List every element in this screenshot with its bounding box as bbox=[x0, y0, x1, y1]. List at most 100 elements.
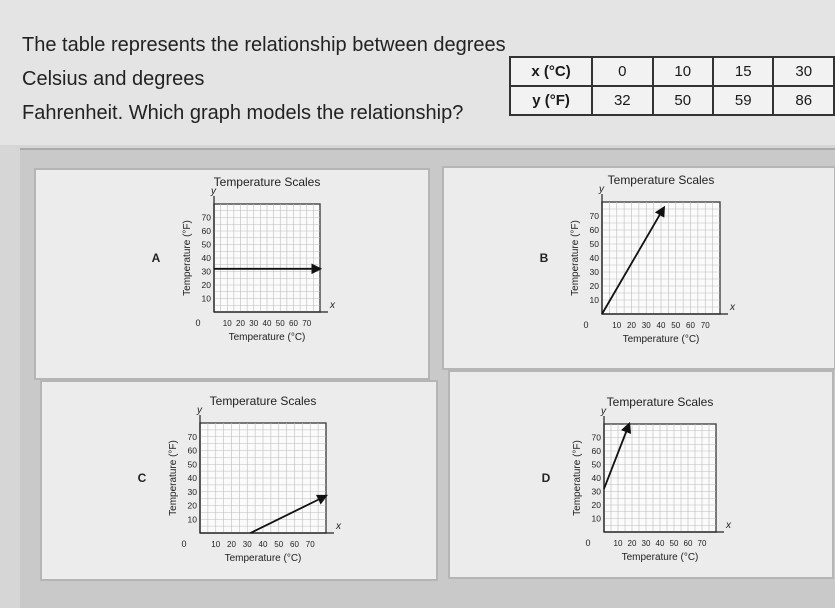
x-tick-label: 20 bbox=[627, 321, 636, 330]
x-tick-label: 10 bbox=[223, 319, 232, 328]
y-tick-label: 60 bbox=[592, 446, 602, 456]
y-tick-label: 70 bbox=[592, 433, 602, 443]
x-axis-label: Temperature (°C) bbox=[623, 334, 700, 345]
x-tick-label: 20 bbox=[227, 540, 236, 549]
chart-title: Temperature Scales bbox=[210, 394, 317, 408]
x-tick-label: 40 bbox=[259, 540, 268, 549]
x-tick-label: 70 bbox=[698, 539, 707, 548]
y-tick-label: 10 bbox=[202, 294, 212, 304]
series-line bbox=[250, 494, 328, 534]
y-tick-label: 50 bbox=[590, 239, 600, 249]
y-axis-label: Temperature (°F) bbox=[182, 220, 193, 296]
y-tick-label: 60 bbox=[188, 446, 198, 456]
x-tick-label: 50 bbox=[670, 539, 679, 548]
table-header-y: y (°F) bbox=[508, 85, 594, 116]
series-line bbox=[601, 205, 666, 315]
x-tick-label: 20 bbox=[628, 539, 637, 548]
table-cell: 0 bbox=[591, 56, 654, 87]
y-axis-variable: y bbox=[210, 186, 217, 197]
y-tick-label: 60 bbox=[590, 225, 600, 235]
answer-option-d[interactable]: x y Temperature Scales 10 20 30 40 50 60 70 10 20 30… bbox=[448, 370, 834, 579]
y-tick-label: 30 bbox=[592, 487, 602, 497]
y-tick-label: 20 bbox=[592, 500, 602, 510]
y-tick-label: 70 bbox=[202, 213, 212, 223]
x-tick-label: 60 bbox=[684, 539, 693, 548]
question-line-1: The table represents the relationship be… bbox=[22, 34, 506, 90]
x-axis-variable: x bbox=[335, 521, 342, 532]
x-tick-label: 50 bbox=[276, 319, 285, 328]
x-axis-label: Temperature (°C) bbox=[229, 332, 306, 343]
table-header-x: x (°C) bbox=[508, 56, 594, 87]
y-tick-label: 50 bbox=[202, 240, 212, 250]
x-tick-label: 10 bbox=[614, 539, 623, 548]
y-axis-variable: y bbox=[196, 405, 203, 416]
x-axis-variable: x bbox=[329, 300, 336, 311]
chart-title: Temperature Scales bbox=[607, 395, 714, 409]
table-cell: 15 bbox=[711, 56, 775, 87]
y-tick-label: 10 bbox=[188, 514, 198, 524]
y-tick-label: 40 bbox=[202, 253, 212, 263]
y-tick-label: 50 bbox=[188, 459, 198, 469]
x-tick-label: 60 bbox=[686, 321, 695, 330]
origin-label: 0 bbox=[585, 538, 590, 548]
chart-c: x y Temperature Scales 10 20 30 40 50 60 70 10 20 30… bbox=[138, 394, 342, 564]
question-text: The table represents the relationship be… bbox=[22, 28, 542, 130]
x-tick-label: 70 bbox=[302, 319, 311, 328]
option-letter: A bbox=[152, 251, 161, 265]
origin-label: 0 bbox=[181, 539, 186, 549]
y-tick-label: 30 bbox=[202, 267, 212, 277]
y-axis-variable: y bbox=[600, 406, 607, 417]
question-line-2: Fahrenheit. Which graph models the relat… bbox=[22, 102, 464, 124]
x-tick-label: 30 bbox=[642, 539, 651, 548]
answer-option-b[interactable]: x y Temperature Scales 10 20 30 40 50 60 70 10 20 30… bbox=[442, 166, 835, 370]
y-tick-label: 70 bbox=[188, 432, 198, 442]
conversion-table: x (°C) 0 10 15 30 y (°F) 32 50 59 86 bbox=[508, 56, 835, 116]
x-axis-variable: x bbox=[729, 302, 736, 313]
x-axis-label: Temperature (°C) bbox=[622, 552, 699, 563]
x-tick-label: 60 bbox=[289, 319, 298, 328]
table-cell: 10 bbox=[651, 56, 715, 87]
table-cell: 86 bbox=[772, 85, 835, 116]
x-tick-label: 50 bbox=[274, 540, 283, 549]
y-tick-label: 20 bbox=[188, 501, 198, 511]
y-tick-label: 60 bbox=[202, 226, 212, 236]
y-tick-label: 40 bbox=[592, 473, 602, 483]
question-area: The table represents the relationship be… bbox=[0, 0, 835, 145]
table-cell: 32 bbox=[591, 85, 654, 116]
option-letter: C bbox=[138, 471, 147, 485]
x-axis-variable: x bbox=[725, 520, 732, 531]
series-line bbox=[603, 421, 632, 490]
y-tick-label: 70 bbox=[590, 211, 600, 221]
origin-label: 0 bbox=[195, 318, 200, 328]
x-tick-label: 70 bbox=[306, 540, 315, 549]
y-tick-label: 50 bbox=[592, 460, 602, 470]
y-tick-label: 30 bbox=[590, 267, 600, 277]
table-cell: 59 bbox=[711, 85, 775, 116]
x-tick-label: 30 bbox=[249, 319, 258, 328]
y-tick-label: 20 bbox=[202, 280, 212, 290]
y-tick-label: 20 bbox=[590, 281, 600, 291]
x-tick-label: 40 bbox=[657, 321, 666, 330]
table-cell: 50 bbox=[651, 85, 715, 116]
y-axis-label: Temperature (°F) bbox=[168, 440, 179, 516]
x-tick-label: 40 bbox=[656, 539, 665, 548]
x-axis-label: Temperature (°C) bbox=[225, 553, 302, 564]
x-tick-label: 40 bbox=[263, 319, 272, 328]
y-axis-label: Temperature (°F) bbox=[570, 220, 581, 296]
answer-option-c[interactable]: x y Temperature Scales 10 20 30 40 50 60 70 10 20 30… bbox=[40, 380, 438, 581]
table-row-x: x (°C) 0 10 15 30 bbox=[508, 56, 835, 87]
option-letter: B bbox=[540, 251, 549, 265]
origin-label: 0 bbox=[583, 320, 588, 330]
x-tick-label: 70 bbox=[701, 321, 710, 330]
answer-option-a[interactable]: x y Temperature Scales 10 20 30 40 50 60 70 10 20 30… bbox=[34, 168, 430, 380]
x-tick-label: 20 bbox=[236, 319, 245, 328]
y-axis-label: Temperature (°F) bbox=[572, 440, 583, 516]
option-letter: D bbox=[542, 471, 551, 485]
x-tick-label: 10 bbox=[612, 321, 621, 330]
y-tick-label: 10 bbox=[592, 514, 602, 524]
x-tick-label: 30 bbox=[642, 321, 651, 330]
x-tick-label: 60 bbox=[290, 540, 299, 549]
